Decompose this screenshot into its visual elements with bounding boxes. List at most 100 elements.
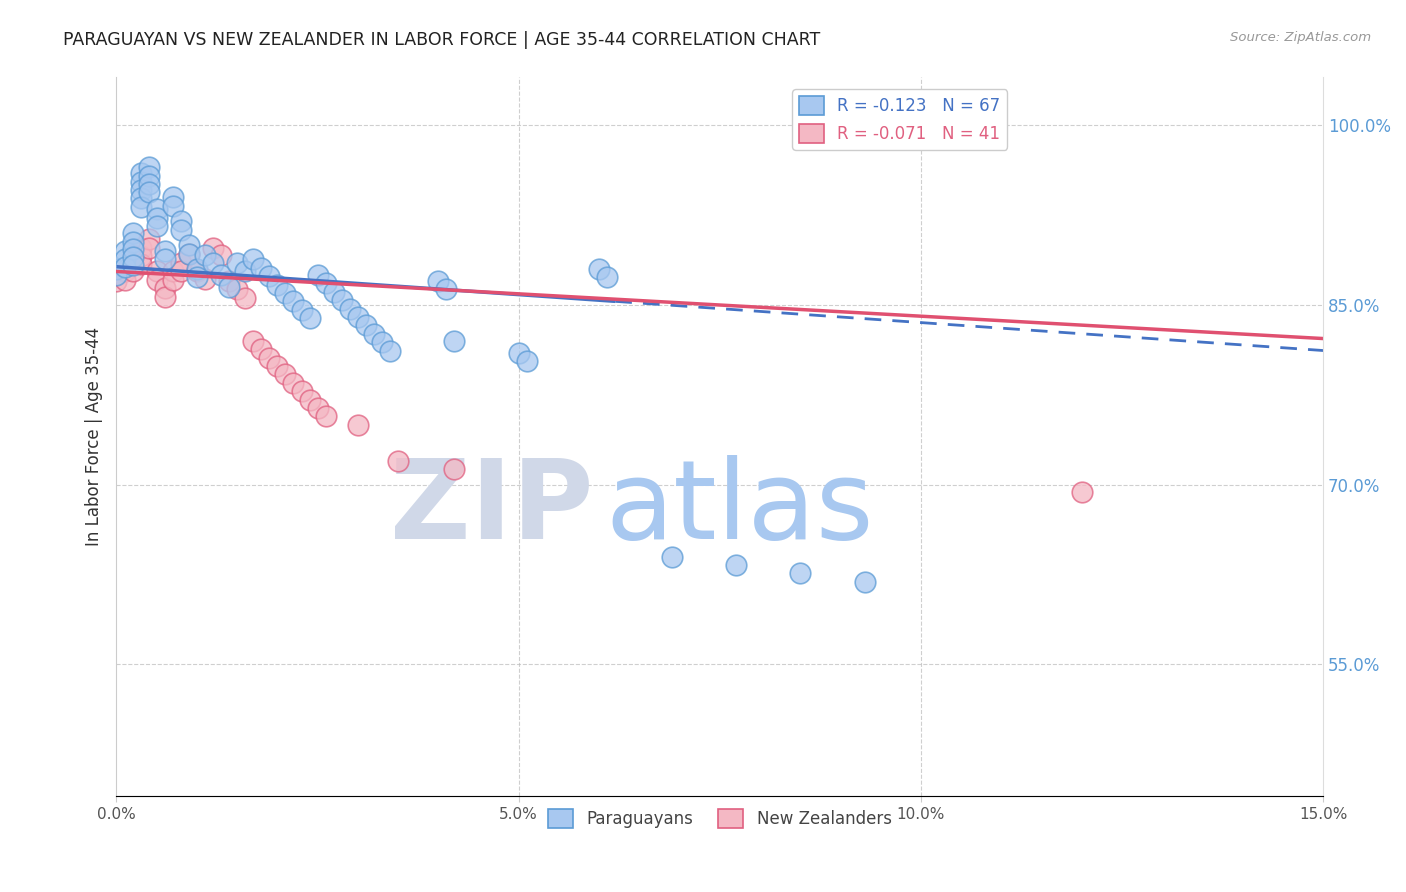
Point [508,346,530,360]
Point [346,310,368,324]
Point [170,214,193,228]
Point [153,252,176,267]
Point [138,177,160,191]
Point [121,264,143,278]
Point [250,343,273,357]
Point [274,286,297,301]
Point [105,274,128,288]
Point [186,262,208,277]
Point [162,264,184,278]
Point [516,354,538,368]
Point [202,240,225,254]
Point [114,273,136,287]
Point [129,191,152,205]
Point [129,183,152,197]
Point [307,401,329,415]
Point [588,262,610,277]
Point [259,351,281,365]
Point [661,549,683,564]
Point [274,368,297,382]
Point [259,269,281,284]
Point [129,200,152,214]
Point [202,256,225,270]
Point [162,190,184,204]
Point [162,198,184,212]
Point [129,240,152,254]
Text: atlas: atlas [605,455,873,562]
Point [330,293,353,308]
Point [266,359,288,373]
Point [129,175,152,189]
Point [186,270,208,285]
Point [194,248,217,262]
Point [283,294,305,309]
Point [371,335,394,350]
Point [145,202,167,217]
Point [121,242,143,256]
Point [145,273,167,287]
Point [209,268,232,282]
Point [443,462,465,476]
Point [339,301,361,316]
Text: Source: ZipAtlas.com: Source: ZipAtlas.com [1230,31,1371,45]
Point [387,454,409,468]
Point [121,226,143,240]
Point [443,334,465,348]
Point [363,326,385,341]
Point [250,260,273,275]
Legend: Paraguayans, New Zealanders: Paraguayans, New Zealanders [541,802,898,835]
Point [177,246,200,260]
Point [145,219,167,233]
Point [290,302,312,317]
Point [153,244,176,259]
Point [427,274,450,288]
Point [315,277,337,291]
Point [853,574,876,589]
Point [114,244,136,259]
Point [138,240,160,254]
Point [114,264,136,278]
Point [121,235,143,249]
Point [218,274,240,288]
Point [145,211,167,225]
Point [194,271,217,285]
Point [121,250,143,264]
Point [298,392,321,407]
Point [266,277,288,292]
Point [162,273,184,287]
Point [378,343,401,358]
Point [226,282,249,296]
Point [138,186,160,200]
Point [114,252,136,267]
Point [145,264,167,278]
Point [242,252,264,267]
Point [129,166,152,180]
Point [724,558,747,572]
Point [186,264,208,278]
Point [298,311,321,326]
Point [226,256,249,270]
Point [315,409,337,424]
Point [346,417,368,432]
Point [354,318,377,333]
Point [121,256,143,270]
Point [105,268,128,282]
Point [218,280,240,294]
Point [153,281,176,295]
Point [105,262,128,277]
Point [129,257,152,271]
Point [233,264,256,278]
Text: ZIP: ZIP [389,455,593,562]
Point [1070,484,1092,499]
Point [121,248,143,262]
Point [170,264,193,278]
Point [177,238,200,252]
Point [177,246,200,260]
Point [138,169,160,183]
Point [114,260,136,274]
Point [138,161,160,175]
Point [233,291,256,305]
Point [153,290,176,304]
Point [209,248,232,262]
Point [434,282,457,296]
